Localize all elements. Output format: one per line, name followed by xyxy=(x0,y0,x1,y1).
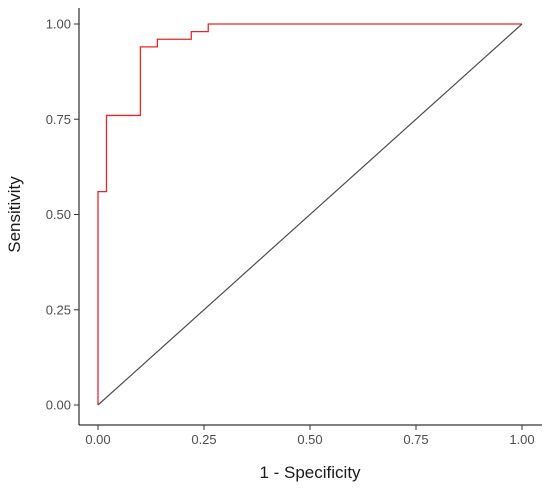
x-axis-ticks: 0.00 0.25 0.50 0.75 1.00 xyxy=(85,425,535,447)
y-axis-title: Sensitivity xyxy=(5,176,24,253)
y-tick-label: 1.00 xyxy=(46,17,71,32)
plot-area xyxy=(97,23,523,406)
x-tick-label: 0.25 xyxy=(191,432,216,447)
y-tick-label: 0.50 xyxy=(46,207,71,222)
axes: 0.00 0.25 0.50 0.75 1.00 0.00 0.25 0.50 0.75 1.0… xyxy=(46,8,542,447)
x-axis-title: 1 - Specificity xyxy=(259,463,361,482)
reference-diagonal-line xyxy=(97,23,523,406)
y-tick-label: 0.25 xyxy=(46,302,71,317)
x-tick-label: 0.75 xyxy=(403,432,428,447)
roc-curve-line xyxy=(97,23,522,405)
y-tick-label: 0.75 xyxy=(46,112,71,127)
x-tick-label: 1.00 xyxy=(509,432,534,447)
y-axis-ticks: 0.00 0.25 0.50 0.75 1.00 xyxy=(46,17,79,413)
x-tick-label: 0.50 xyxy=(297,432,322,447)
y-tick-label: 0.00 xyxy=(46,398,71,413)
x-tick-label: 0.00 xyxy=(85,432,110,447)
